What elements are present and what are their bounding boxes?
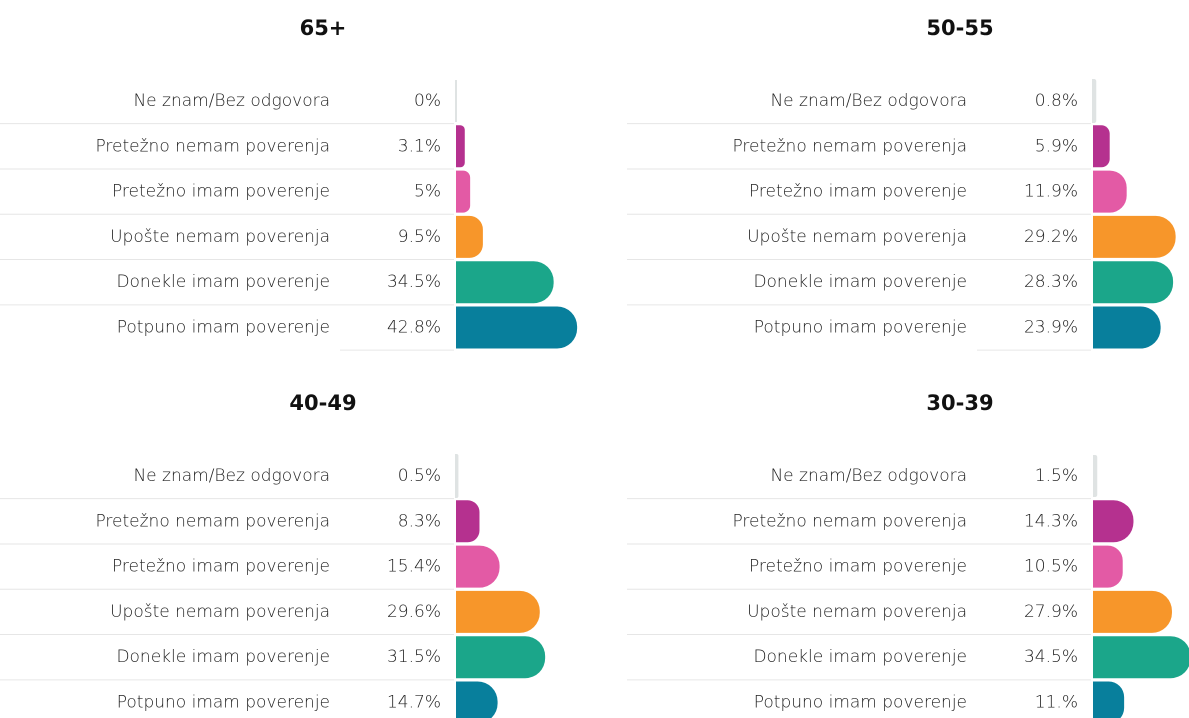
category-label: Donekle imam poverenje (753, 647, 967, 667)
chart-title: 40-49 (289, 391, 356, 415)
bar (456, 545, 500, 588)
bar (456, 681, 498, 718)
value-label: 31.5% (387, 647, 441, 667)
value-label: 11.9% (1024, 182, 1078, 202)
bar (1093, 215, 1176, 258)
bar (1093, 681, 1125, 718)
category-label: Ne znam/Bez odgovora (133, 91, 330, 111)
category-label: Ne znam/Bez odgovora (770, 466, 967, 486)
category-label: Potpuno imam poverenje (754, 318, 967, 338)
bar (456, 170, 471, 213)
value-label: 0% (414, 91, 441, 111)
chart-title: 30-39 (926, 391, 993, 415)
category-label: Pretežno imam poverenje (112, 182, 330, 202)
category-label: Upošte nemam poverenja (747, 602, 967, 622)
bar (456, 215, 483, 258)
category-label: Pretežno imam poverenje (749, 182, 967, 202)
category-label: Pretežno nemam poverenja (95, 511, 330, 531)
bar (455, 454, 459, 498)
bar (1093, 306, 1161, 349)
value-label: 23.9% (1024, 318, 1078, 338)
bar (1093, 125, 1110, 168)
value-label: 11.% (1035, 693, 1078, 713)
value-label: 8.3% (398, 511, 441, 531)
value-label: 29.6% (387, 602, 441, 622)
value-label: 29.2% (1024, 227, 1078, 247)
value-label: 1.5% (1035, 466, 1078, 486)
bar (456, 125, 465, 168)
category-label: Donekle imam poverenje (116, 647, 330, 667)
value-label: 10.5% (1024, 557, 1078, 577)
category-label: Upošte nemam poverenja (110, 602, 330, 622)
bar (1093, 500, 1134, 543)
category-label: Donekle imam poverenje (116, 272, 330, 292)
value-label: 42.8% (387, 318, 441, 338)
value-label: 5% (414, 182, 441, 202)
value-label: 27.9% (1024, 602, 1078, 622)
category-label: Potpuno imam poverenje (117, 693, 330, 713)
chart-title: 65+ (300, 16, 347, 40)
category-label: Donekle imam poverenje (753, 272, 967, 292)
category-label: Potpuno imam poverenje (117, 318, 330, 338)
category-label: Pretežno imam poverenje (112, 557, 330, 577)
bar (456, 261, 554, 304)
value-label: 5.9% (1035, 136, 1078, 156)
value-label: 14.3% (1024, 511, 1078, 531)
value-label: 14.7% (387, 693, 441, 713)
category-label: Upošte nemam poverenja (110, 227, 330, 247)
bar (1092, 79, 1097, 123)
value-label: 0.8% (1035, 91, 1078, 111)
bar (456, 500, 480, 543)
category-label: Pretežno imam poverenje (749, 557, 967, 577)
value-label: 15.4% (387, 557, 441, 577)
category-label: Ne znam/Bez odgovora (133, 466, 330, 486)
category-label: Upošte nemam poverenja (747, 227, 967, 247)
value-label: 34.5% (387, 272, 441, 292)
bar (1093, 455, 1098, 497)
chart-title: 50-55 (926, 16, 993, 40)
bar (456, 590, 540, 633)
value-label: 3.1% (398, 136, 441, 156)
category-label: Pretežno nemam poverenja (95, 136, 330, 156)
value-label: 9.5% (398, 227, 441, 247)
category-label: Pretežno nemam poverenja (732, 511, 967, 531)
bar (1093, 170, 1127, 213)
bar (1093, 545, 1123, 588)
bar (1093, 590, 1172, 633)
value-label: 34.5% (1024, 647, 1078, 667)
value-label: 28.3% (1024, 272, 1078, 292)
category-label: Ne znam/Bez odgovora (770, 91, 967, 111)
bar (1093, 636, 1189, 679)
bar (1093, 261, 1174, 304)
bar (456, 306, 578, 349)
category-label: Pretežno nemam poverenja (732, 136, 967, 156)
value-label: 0.5% (398, 466, 441, 486)
category-label: Potpuno imam poverenje (754, 693, 967, 713)
bar (456, 636, 546, 679)
